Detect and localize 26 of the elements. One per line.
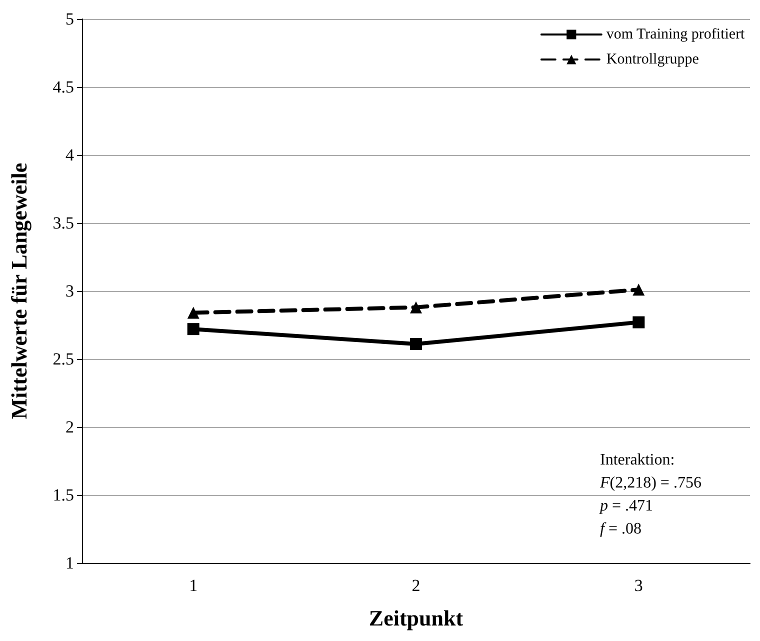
point [632, 316, 645, 328]
y-tick-label: 1.5 [52, 486, 74, 504]
y-tick-label: 3 [66, 282, 74, 300]
x-axis-title: Zeitpunkt [368, 606, 464, 630]
y-tick-label: 4.5 [52, 78, 74, 96]
y-tick-label: 3.5 [52, 214, 74, 232]
point [187, 323, 200, 336]
x-tick-label: 3 [634, 576, 643, 595]
point [632, 284, 645, 296]
annotation: f = .08 [600, 520, 642, 538]
annotation: F(2,218) = .756 [599, 474, 702, 492]
x-tick-label: 2 [412, 576, 420, 595]
y-tick-label: 5 [66, 10, 74, 28]
legend-label: Kontrollgruppe [606, 52, 700, 68]
y-tick-label: 4 [66, 146, 74, 164]
annotation: p = .471 [599, 498, 654, 514]
y-tick-label: 2.5 [52, 350, 74, 368]
legend-label: vom Training profitiert [606, 26, 746, 42]
point [410, 301, 422, 314]
y-tick-label: 1 [66, 554, 74, 572]
x-tick-label: 1 [189, 576, 198, 595]
point [187, 306, 200, 319]
y-tick-label: 2 [66, 418, 74, 436]
point [410, 338, 422, 350]
y-axis-title: Mittelwerte für Langeweile [6, 162, 32, 420]
annotation: Interaktion: [600, 452, 675, 468]
